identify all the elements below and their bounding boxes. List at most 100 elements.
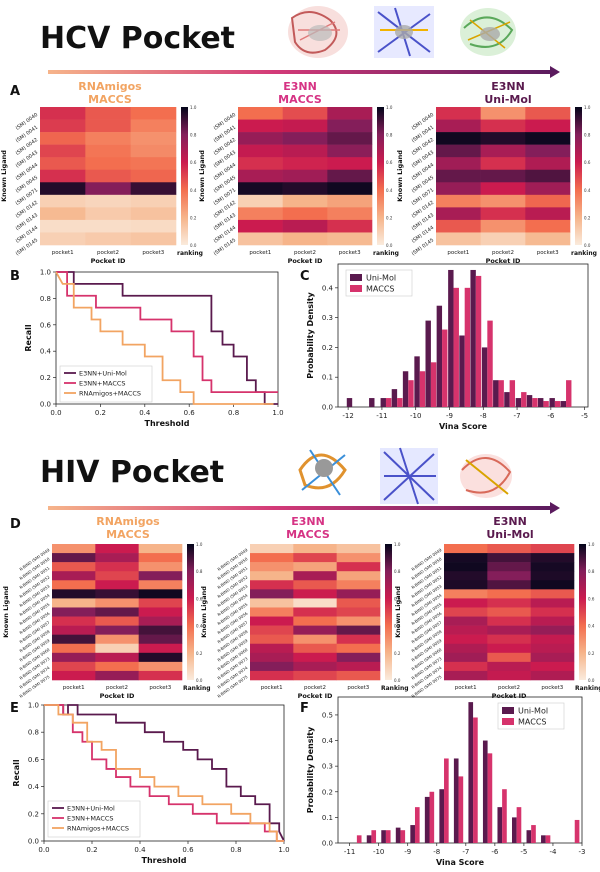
hcv-vina-bar-maccs	[566, 380, 572, 407]
hiv-heatmap-2-cell	[293, 571, 337, 581]
hiv-colorbar-2	[385, 544, 392, 680]
hiv-heatmap-3-cell	[487, 607, 531, 617]
hiv-vina-x-tick-label: -11	[344, 848, 355, 856]
hiv-heatmap-2-cell	[293, 544, 337, 554]
hcv-heatmap-2-cell	[327, 182, 373, 196]
hiv-heatmap-1-cell	[138, 652, 183, 663]
hcv-heatmap-3-cell	[436, 207, 481, 221]
hcv-colorbar-3-tick: 0.6	[584, 160, 591, 165]
hiv-colorbar-3-label: Ranking	[575, 685, 600, 692]
hiv-heatmap-1-cell	[95, 652, 139, 663]
hiv-heatmap-3-cell	[530, 616, 575, 626]
hcv-vina-legend-label: MACCS	[366, 285, 394, 294]
hiv-heatmap-1-cell	[52, 607, 96, 617]
hcv-vina-legend-label: Uni-Mol	[366, 274, 396, 283]
panel-label-a: A	[10, 84, 20, 99]
hcv-colorbar-2-tick: 0.2	[386, 215, 393, 220]
panel-label-c: C	[300, 269, 310, 284]
hcv-structure-thumbnails	[288, 6, 516, 58]
hcv-recall-legend-box	[59, 365, 153, 403]
hiv-heatmap-3-cell	[487, 670, 531, 681]
hiv-vina-y-tick-label: 0.4	[322, 737, 334, 745]
hcv-vina-bar-maccs	[532, 398, 538, 407]
hcv-colorbar-3-tick: 0.0	[584, 243, 591, 248]
hcv-recall-x-tick-label: 0.8	[228, 409, 239, 417]
hcv-recall-legend-label: E3NN+MACCS	[79, 380, 126, 388]
hcv-colorbar-2-tick: 0.0	[386, 243, 393, 248]
hcv-heatmap-3-cell	[480, 107, 526, 120]
hcv-vina-chart: -12 -11 -10 -9 -8 -7 -6 -5 0.0 0.1 0.2 0.3 0.4 Vina S…	[306, 263, 589, 431]
hcv-heatmap-2-cell	[238, 232, 283, 246]
hiv-recall-x-tick-label: 0.0	[38, 846, 49, 854]
hiv-heatmap-2-cell	[293, 643, 337, 654]
hcv-heatmap-3-cell	[525, 157, 571, 171]
hcv-heatmap-3-cell	[436, 194, 481, 208]
hiv-heatmap-1-cell	[95, 670, 139, 681]
hiv-heatmap-1-col-label: pocket1	[63, 685, 85, 691]
hiv-heatmap-2-cell	[293, 598, 337, 608]
hcv-heatmap-2-cell	[327, 219, 373, 233]
hcv-heatmap-1-cell	[40, 194, 86, 208]
hiv-colorbar-3-tick: 1.0	[588, 542, 595, 547]
hiv-recall-legend-label: E3NN+MACCS	[67, 815, 114, 823]
hcv-heatmap-3-cell	[480, 144, 526, 158]
hcv-vina-y-tick-label: 0.2	[322, 344, 333, 352]
hcv-heatmap-2-cell	[327, 132, 373, 145]
hcv-arrow-label-e3nn-maccs-1: E3NN	[283, 80, 317, 93]
hcv-heatmap-1-cell	[130, 182, 177, 196]
hiv-heatmap-3-cell	[444, 571, 488, 581]
hcv-vina-bar-maccs	[554, 401, 561, 407]
hcv-recall-legend-label: E3NN+Uni-Mol	[79, 370, 127, 378]
hcv-heatmap-1-xlabel: Pocket ID	[91, 257, 126, 265]
hcv-heatmap-3-cell	[480, 194, 526, 208]
hiv-heatmap-1-ylabel: Known Ligand	[2, 586, 10, 638]
hiv-arrow-label-e3nn-maccs-2: MACCS	[286, 528, 330, 541]
hiv-vina-x-tick-label: -8	[433, 848, 440, 856]
hiv-recall-ylabel: Recall	[12, 759, 21, 786]
hcv-heatmap-2-cell	[327, 107, 373, 120]
hcv-heatmap-1-cell	[40, 219, 86, 233]
hcv-heatmap-1-cell	[85, 132, 131, 145]
hiv-heatmap-2-cell	[336, 571, 381, 581]
hiv-heatmap-2-cell	[336, 634, 381, 645]
hiv-heatmap-3-cell	[530, 589, 575, 599]
hcv-recall-x-tick-label: 0.2	[95, 409, 106, 417]
hiv-heatmap-2-cell	[250, 625, 294, 635]
hiv-vina-y-tick-label: 0.2	[322, 788, 333, 796]
hiv-heatmap-2-cell	[293, 625, 337, 635]
hiv-heatmap-1-cell	[95, 589, 139, 599]
hiv-colorbar-3	[579, 544, 586, 680]
hiv-colorbar-1-tick: 0.0	[196, 678, 203, 683]
hiv-heatmap-2-cell	[250, 553, 294, 563]
hcv-heatmap-3-cell	[480, 169, 526, 183]
hcv-heatmap-1-cell	[40, 157, 86, 171]
hcv-heatmap-2-cell	[282, 207, 328, 221]
hiv-heatmap-2-cell	[293, 562, 337, 572]
hiv-vina-y-tick-label: 0.0	[322, 840, 333, 848]
hiv-heatmap-3-cell	[487, 571, 531, 581]
hcv-heatmap-2-cell	[238, 144, 283, 158]
hcv-recall-x-tick-label: 0.6	[184, 409, 196, 417]
hcv-recall-ylabel: Recall	[24, 324, 33, 351]
hiv-heatmap-1-cell	[52, 670, 96, 681]
hiv-heatmap-3-cell	[530, 652, 575, 663]
hcv-vina-bar-maccs	[543, 401, 549, 407]
hiv-vina-x-tick-label: -3	[579, 848, 586, 856]
hcv-heatmap-2-cell	[327, 169, 373, 183]
hiv-heatmap-1-cell	[95, 634, 139, 645]
hiv-heatmap-2-cell	[293, 580, 337, 590]
hcv-heatmap-3-cell	[436, 144, 481, 158]
hcv-vina-bar-maccs	[430, 362, 437, 407]
hiv-vina-bar-maccs	[429, 791, 435, 843]
hcv-heatmap-3-cell	[436, 157, 481, 171]
hcv-recall-chart: 0.0 0.2 0.4 0.6 0.8 1.0 0.0 0.2 0.4 0.6 0.8 1.0 Thre…	[24, 269, 284, 429]
hcv-title: HCV Pocket	[40, 21, 235, 56]
hcv-heatmap-2-cell	[238, 107, 283, 120]
hiv-vina-bar-unimol	[381, 830, 386, 843]
hiv-heatmap-3-cell	[444, 652, 488, 663]
hcv-vina-bar-maccs	[397, 398, 403, 407]
hiv-vina-bar-unimol	[424, 796, 430, 843]
hcv-vina-bar-maccs	[475, 275, 482, 407]
hcv-heatmap-3-cell	[525, 182, 571, 196]
hiv-heatmap-2-cell	[293, 670, 337, 681]
